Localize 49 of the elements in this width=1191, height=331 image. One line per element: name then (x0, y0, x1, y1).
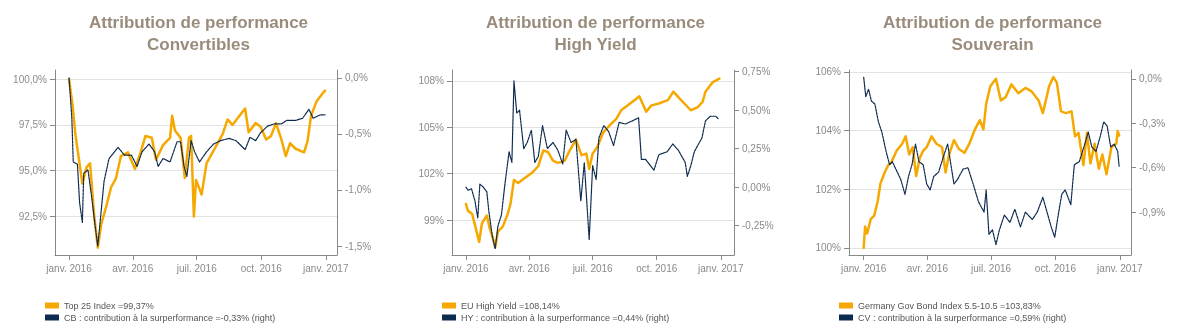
y-tick-label: 102% (418, 168, 445, 180)
y2-tick-label: -1,5% (345, 240, 372, 252)
x-tick-label: janv. 2016 (442, 262, 490, 274)
legend-label: CV : contribution à la surperformance =0,59% (right) (858, 312, 1067, 323)
y-tick-label: 108% (418, 75, 445, 87)
x-tick-label: janv. 2017 (1096, 262, 1143, 274)
chart-title: Attribution de performance Souverain (882, 12, 1103, 54)
y-tick-label: 99% (423, 214, 445, 226)
legend-label: Germany Gov Bond Index 5.5-10.5 =103,83% (858, 300, 1041, 311)
legend-label: EU High Yield =108,14% (461, 300, 560, 311)
x-tick-label: juil. 2016 (175, 262, 218, 274)
y2-tick-label: -0,9% (1139, 206, 1166, 218)
y2-tick-label: -0,6% (1139, 162, 1166, 174)
y-tick-label: 100% (815, 242, 842, 254)
y2-tick-label: 0,00% (742, 181, 771, 193)
x-tick-label: oct. 2016 (636, 262, 678, 274)
y-tick-label: 100,0% (13, 73, 48, 85)
y-tick-label: 95,0% (18, 165, 48, 177)
y2-tick-label: 0,0% (1139, 73, 1162, 85)
y-tick-label: 102% (815, 183, 842, 195)
legend-label: CB : contribution à la surperformance =-0,33% (right) (64, 312, 276, 323)
legend-label: HY : contribution à la surperformance =0,44% (right) (461, 312, 670, 323)
x-tick-label: janv. 2017 (302, 262, 349, 274)
x-tick-label: janv. 2017 (697, 262, 744, 274)
x-tick-label: janv. 2016 (839, 262, 887, 274)
chart-title: Attribution de performance High Yield (485, 12, 706, 54)
y-tick-label: 106% (815, 66, 842, 78)
x-tick-label: oct. 2016 (240, 262, 283, 274)
y-tick-label: 105% (418, 121, 445, 133)
y2-tick-label: 0,75% (742, 66, 771, 78)
legend-label: Top 25 Index =99,37% (64, 300, 154, 311)
x-tick-label: avr. 2016 (508, 262, 551, 274)
y2-tick-label: 0,25% (742, 143, 771, 155)
y-tick-label: 104% (815, 124, 842, 136)
x-tick-label: juil. 2016 (571, 262, 614, 274)
y2-tick-label: -0,3% (1139, 117, 1166, 129)
y2-tick-label: 0,0% (345, 72, 368, 84)
x-tick-label: oct. 2016 (1034, 262, 1077, 274)
y2-tick-label: 0,50% (742, 104, 771, 116)
x-tick-label: janv. 2016 (45, 262, 93, 274)
x-tick-label: avr. 2016 (112, 262, 154, 274)
chart-title: Attribution de performance Convertibles (88, 12, 309, 54)
y2-tick-label: -0,5% (345, 128, 372, 140)
x-tick-label: juil. 2016 (970, 262, 1012, 274)
y-tick-label: 97,5% (18, 119, 48, 131)
y2-tick-label: -1,0% (345, 184, 372, 196)
y2-tick-label: -0,25% (742, 220, 774, 232)
y-tick-label: 92,5% (18, 211, 48, 223)
x-tick-label: avr. 2016 (906, 262, 949, 274)
